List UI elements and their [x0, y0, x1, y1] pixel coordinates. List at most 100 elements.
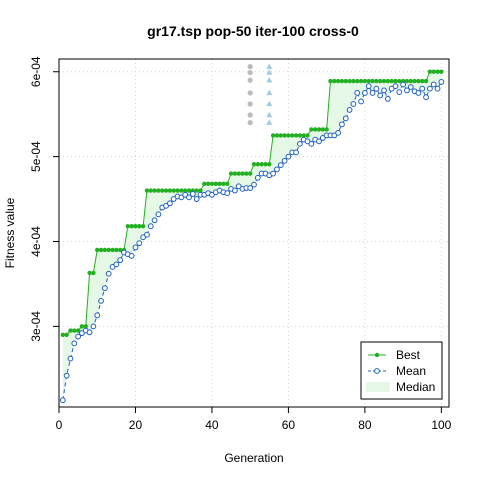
best-point	[267, 162, 272, 167]
extra-circle-point	[247, 101, 253, 107]
best-point	[259, 162, 264, 167]
mean-point	[434, 85, 441, 92]
best-point	[312, 127, 318, 132]
mean-point	[71, 340, 78, 347]
legend-label: Median	[396, 380, 435, 394]
mean-point	[346, 107, 353, 113]
best-point	[228, 171, 234, 176]
best-point	[263, 162, 268, 167]
mean-point	[296, 140, 303, 147]
x-axis: 0 20 40 60 80 100	[56, 406, 452, 432]
x-axis-label: Generation	[224, 451, 283, 465]
best-point	[240, 171, 245, 176]
mean-point	[224, 190, 231, 197]
legend-swatch-mean-point	[374, 368, 380, 374]
mean-point	[381, 87, 387, 94]
best-point	[83, 324, 88, 329]
median-ribbon	[62, 71, 442, 401]
mean-point	[400, 81, 407, 88]
best-point	[87, 270, 92, 276]
best-point	[355, 78, 360, 84]
best-point	[137, 224, 142, 229]
best-point	[217, 181, 222, 186]
best-point	[114, 247, 119, 253]
best-point	[194, 188, 199, 193]
legend-swatch-median	[366, 382, 390, 392]
x-tick-label: 20	[129, 418, 143, 432]
mean-point	[354, 90, 361, 96]
mean-point	[396, 89, 403, 96]
x-tick-label: 40	[205, 418, 219, 432]
mean-point	[377, 92, 384, 99]
best-point	[255, 162, 261, 167]
best-point	[404, 78, 410, 84]
best-point	[332, 78, 337, 84]
mean-point	[430, 81, 437, 88]
best-point	[247, 171, 253, 176]
mean-point	[319, 135, 326, 141]
best-point	[370, 78, 375, 84]
best-point	[278, 133, 283, 138]
mean-point	[304, 138, 311, 145]
best-point	[179, 188, 184, 193]
extra-triangle-point	[266, 119, 273, 125]
mean-point	[373, 85, 380, 92]
x-tick-label: 100	[431, 418, 451, 432]
best-point	[305, 133, 310, 138]
mean-point	[231, 187, 238, 194]
best-point	[167, 188, 173, 193]
best-point	[431, 69, 436, 74]
best-point	[213, 181, 218, 186]
best-point	[385, 78, 391, 84]
mean-point	[163, 202, 169, 209]
mean-point	[254, 174, 261, 181]
best-point	[221, 181, 226, 186]
mean-point	[98, 298, 104, 304]
best-point	[420, 78, 425, 84]
mean-point	[178, 194, 185, 201]
best-point	[351, 78, 356, 84]
best-point	[381, 78, 387, 84]
extra-circle-point	[247, 90, 253, 96]
mean-point	[113, 261, 120, 268]
best-point	[416, 78, 421, 84]
best-point	[91, 270, 96, 276]
mean-point	[151, 217, 158, 224]
mean-point	[335, 129, 342, 136]
mean-point	[186, 194, 192, 201]
mean-point	[281, 157, 288, 164]
mean-point	[193, 196, 200, 202]
mean-point	[170, 196, 177, 202]
best-point	[374, 78, 379, 84]
best-point	[60, 332, 66, 338]
mean-point	[251, 181, 257, 188]
best-point	[236, 171, 241, 176]
best-point	[393, 78, 398, 84]
best-point	[79, 324, 85, 329]
mean-point	[189, 191, 196, 197]
mean-point	[128, 253, 135, 259]
best-point	[175, 188, 180, 193]
chart-title: gr17.tsp pop-50 iter-100 cross-0	[147, 23, 359, 39]
best-point	[64, 332, 69, 338]
best-point	[251, 162, 257, 167]
mean-point	[270, 170, 277, 177]
best-point	[209, 181, 215, 186]
mean-point	[358, 98, 364, 105]
y-tick-label: 3e-04	[29, 311, 43, 342]
mean-point	[59, 397, 66, 404]
grid	[58, 59, 449, 407]
best-point	[427, 69, 433, 74]
best-point	[95, 247, 100, 253]
best-point	[309, 127, 314, 132]
best-point	[358, 78, 364, 84]
best-line	[62, 71, 442, 336]
mean-point	[86, 329, 93, 336]
mean-point	[361, 90, 368, 96]
mean-point	[235, 183, 242, 190]
extra-triangle-point	[266, 63, 273, 69]
best-point	[301, 133, 306, 138]
series-best	[60, 69, 444, 338]
best-point	[270, 133, 276, 138]
